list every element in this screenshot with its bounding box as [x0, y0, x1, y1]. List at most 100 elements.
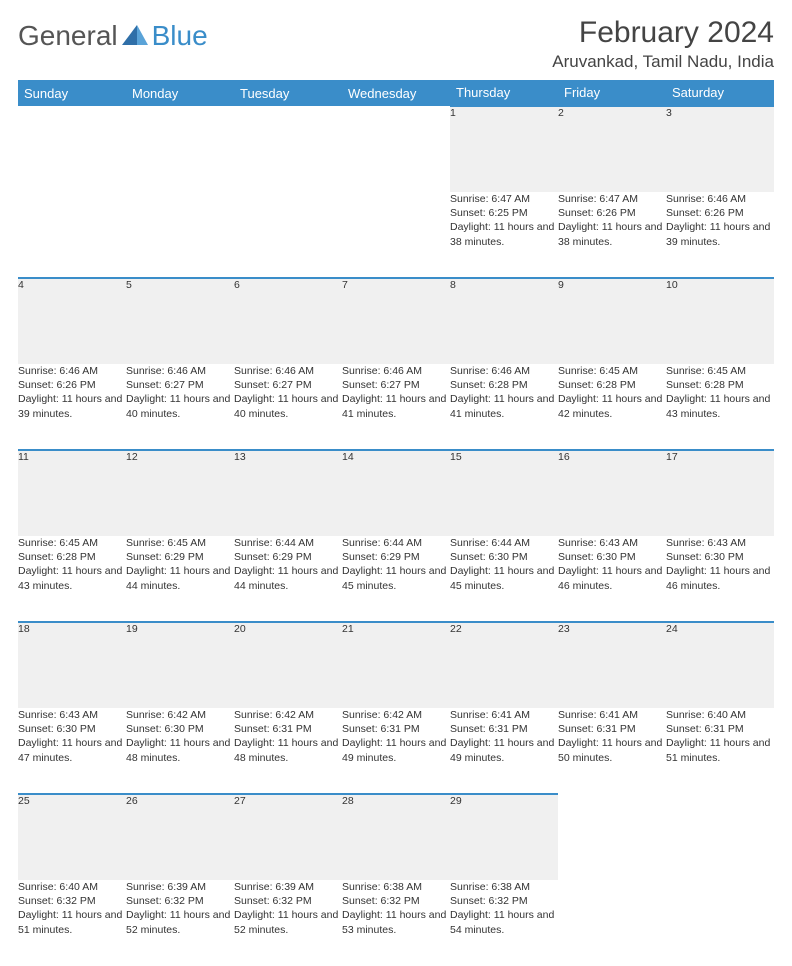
- sunrise-text: Sunrise: 6:38 AM: [450, 880, 558, 894]
- day-number-cell: 21: [342, 622, 450, 708]
- daylight-text: Daylight: 11 hours and 46 minutes.: [666, 564, 774, 592]
- daylight-text: Daylight: 11 hours and 43 minutes.: [18, 564, 126, 592]
- daylight-text: Daylight: 11 hours and 46 minutes.: [558, 564, 666, 592]
- daylight-text: Daylight: 11 hours and 51 minutes.: [18, 908, 126, 936]
- calendar-table: Sunday Monday Tuesday Wednesday Thursday…: [18, 80, 774, 966]
- day-number-cell: [18, 106, 126, 192]
- day-detail-cell: Sunrise: 6:43 AMSunset: 6:30 PMDaylight:…: [558, 536, 666, 622]
- weekday-header: Tuesday: [234, 80, 342, 106]
- daylight-text: Daylight: 11 hours and 44 minutes.: [126, 564, 234, 592]
- day-detail-row: Sunrise: 6:43 AMSunset: 6:30 PM Daylight:…: [18, 708, 774, 794]
- daylight-text: Daylight: 11 hours and 43 minutes.: [666, 392, 774, 420]
- sunrise-text: Sunrise: 6:47 AM: [558, 192, 666, 206]
- sunset-text: Sunset: 6:28 PM: [558, 378, 666, 392]
- day-number-cell: 20: [234, 622, 342, 708]
- day-detail-cell: Sunrise: 6:47 AMSunset: 6:25 PMDaylight:…: [450, 192, 558, 278]
- day-detail-cell: [18, 192, 126, 278]
- day-number-cell: 9: [558, 278, 666, 364]
- sunset-text: Sunset: 6:26 PM: [18, 378, 126, 392]
- day-number-row: 2526272829: [18, 794, 774, 880]
- day-detail-cell: Sunrise: 6:42 AMSunset: 6:30 PMDaylight:…: [126, 708, 234, 794]
- day-number-cell: [234, 106, 342, 192]
- weekday-header: Saturday: [666, 80, 774, 106]
- day-number-cell: 19: [126, 622, 234, 708]
- logo-triangle-icon: [122, 20, 148, 52]
- sunset-text: Sunset: 6:29 PM: [126, 550, 234, 564]
- daylight-text: Daylight: 11 hours and 51 minutes.: [666, 736, 774, 764]
- day-number-cell: 8: [450, 278, 558, 364]
- sunset-text: Sunset: 6:31 PM: [234, 722, 342, 736]
- sunrise-text: Sunrise: 6:45 AM: [666, 364, 774, 378]
- location-subtitle: Aruvankad, Tamil Nadu, India: [552, 52, 774, 72]
- daylight-text: Daylight: 11 hours and 54 minutes.: [450, 908, 558, 936]
- day-detail-cell: Sunrise: 6:44 AMSunset: 6:29 PMDaylight:…: [342, 536, 450, 622]
- daylight-text: Daylight: 11 hours and 42 minutes.: [558, 392, 666, 420]
- daylight-text: Daylight: 11 hours and 52 minutes.: [234, 908, 342, 936]
- weekday-header: Wednesday: [342, 80, 450, 106]
- sunrise-text: Sunrise: 6:43 AM: [666, 536, 774, 550]
- day-number-cell: 17: [666, 450, 774, 536]
- daylight-text: Daylight: 11 hours and 39 minutes.: [666, 220, 774, 248]
- day-detail-cell: Sunrise: 6:46 AMSunset: 6:27 PMDaylight:…: [342, 364, 450, 450]
- sunrise-text: Sunrise: 6:43 AM: [18, 708, 126, 722]
- day-detail-cell: Sunrise: 6:45 AMSunset: 6:28 PMDaylight:…: [666, 364, 774, 450]
- day-number-cell: 25: [18, 794, 126, 880]
- day-detail-cell: Sunrise: 6:41 AMSunset: 6:31 PMDaylight:…: [450, 708, 558, 794]
- day-number-cell: 14: [342, 450, 450, 536]
- day-detail-cell: Sunrise: 6:38 AMSunset: 6:32 PMDaylight:…: [342, 880, 450, 966]
- day-detail-cell: Sunrise: 6:46 AMSunset: 6:27 PMDaylight:…: [234, 364, 342, 450]
- sunset-text: Sunset: 6:32 PM: [342, 894, 450, 908]
- day-detail-cell: Sunrise: 6:45 AMSunset: 6:29 PMDaylight:…: [126, 536, 234, 622]
- sunrise-text: Sunrise: 6:39 AM: [234, 880, 342, 894]
- day-number-cell: 2: [558, 106, 666, 192]
- daylight-text: Daylight: 11 hours and 49 minutes.: [342, 736, 450, 764]
- day-detail-cell: Sunrise: 6:45 AMSunset: 6:28 PMDaylight:…: [558, 364, 666, 450]
- sunrise-text: Sunrise: 6:47 AM: [450, 192, 558, 206]
- sunset-text: Sunset: 6:31 PM: [666, 722, 774, 736]
- day-detail-row: Sunrise: 6:47 AMSunset: 6:25 PMDaylight:…: [18, 192, 774, 278]
- sunrise-text: Sunrise: 6:45 AM: [558, 364, 666, 378]
- sunset-text: Sunset: 6:31 PM: [342, 722, 450, 736]
- day-number-cell: 7: [342, 278, 450, 364]
- day-detail-cell: Sunrise: 6:39 AMSunset: 6:32 PMDaylight:…: [234, 880, 342, 966]
- day-detail-cell: Sunrise: 6:46 AMSunset: 6:27 PMDaylight:…: [126, 364, 234, 450]
- daylight-text: Daylight: 11 hours and 44 minutes.: [234, 564, 342, 592]
- sunrise-text: Sunrise: 6:45 AM: [18, 536, 126, 550]
- day-detail-cell: Sunrise: 6:38 AMSunset: 6:32 PMDaylight:…: [450, 880, 558, 966]
- day-detail-cell: Sunrise: 6:40 AMSunset: 6:32 PMDaylight:…: [18, 880, 126, 966]
- sunrise-text: Sunrise: 6:41 AM: [558, 708, 666, 722]
- day-detail-cell: Sunrise: 6:47 AMSunset: 6:26 PMDaylight:…: [558, 192, 666, 278]
- sunset-text: Sunset: 6:30 PM: [666, 550, 774, 564]
- logo-text-blue: Blue: [152, 20, 208, 52]
- daylight-text: Daylight: 11 hours and 39 minutes.: [18, 392, 126, 420]
- day-number-cell: 15: [450, 450, 558, 536]
- daylight-text: Daylight: 11 hours and 38 minutes.: [450, 220, 558, 248]
- sunset-text: Sunset: 6:30 PM: [126, 722, 234, 736]
- day-number-row: 123: [18, 106, 774, 192]
- day-number-cell: 4: [18, 278, 126, 364]
- sunset-text: Sunset: 6:31 PM: [450, 722, 558, 736]
- sunset-text: Sunset: 6:26 PM: [666, 206, 774, 220]
- day-number-cell: 16: [558, 450, 666, 536]
- sunrise-text: Sunrise: 6:46 AM: [234, 364, 342, 378]
- day-detail-cell: Sunrise: 6:45 AMSunset: 6:28 PMDaylight:…: [18, 536, 126, 622]
- month-title: February 2024: [552, 16, 774, 50]
- day-detail-cell: Sunrise: 6:41 AMSunset: 6:31 PMDaylight:…: [558, 708, 666, 794]
- sunset-text: Sunset: 6:30 PM: [450, 550, 558, 564]
- sunset-text: Sunset: 6:30 PM: [18, 722, 126, 736]
- daylight-text: Daylight: 11 hours and 45 minutes.: [342, 564, 450, 592]
- sunrise-text: Sunrise: 6:39 AM: [126, 880, 234, 894]
- day-detail-cell: [342, 192, 450, 278]
- sunset-text: Sunset: 6:26 PM: [558, 206, 666, 220]
- day-detail-row: Sunrise: 6:40 AMSunset: 6:32 PMDaylight:…: [18, 880, 774, 966]
- day-number-row: 18192021222324: [18, 622, 774, 708]
- weekday-header: Sunday: [18, 80, 126, 106]
- sunset-text: Sunset: 6:25 PM: [450, 206, 558, 220]
- day-number-cell: 10: [666, 278, 774, 364]
- sunrise-text: Sunrise: 6:46 AM: [450, 364, 558, 378]
- day-detail-cell: Sunrise: 6:46 AMSunset: 6:26 PMDaylight:…: [666, 192, 774, 278]
- daylight-text: Daylight: 11 hours and 38 minutes.: [558, 220, 666, 248]
- day-detail-cell: Sunrise: 6:44 AMSunset: 6:29 PMDaylight:…: [234, 536, 342, 622]
- sunrise-text: Sunrise: 6:38 AM: [342, 880, 450, 894]
- day-detail-cell: [666, 880, 774, 966]
